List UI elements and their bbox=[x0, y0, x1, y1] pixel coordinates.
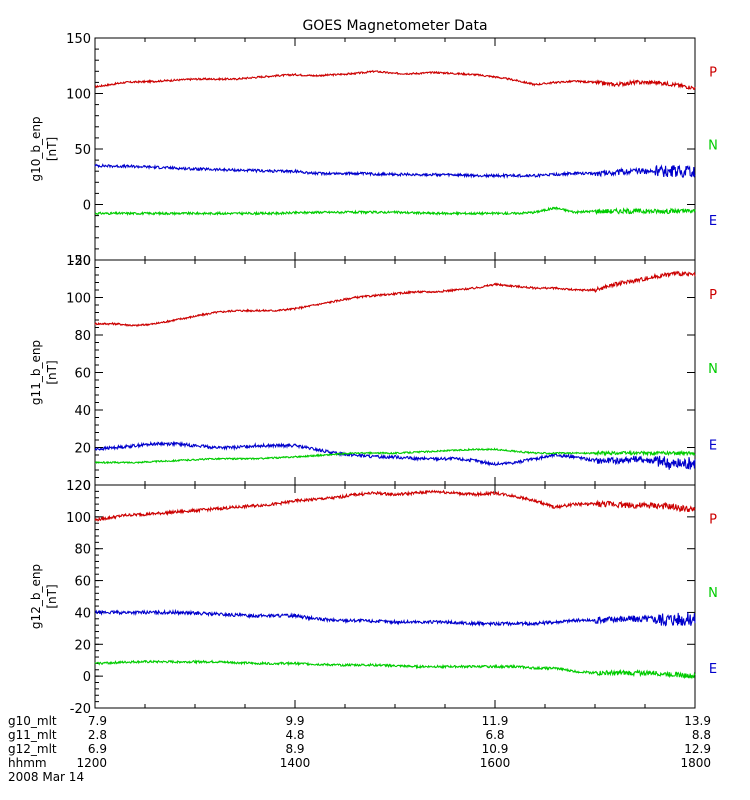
y-tick-label: 120 bbox=[66, 479, 91, 494]
legend-p: P bbox=[709, 65, 717, 80]
footer-row-label: g11_mlt bbox=[8, 728, 57, 742]
y-tick-label: 60 bbox=[74, 575, 91, 590]
footer-value: 6.9 bbox=[88, 742, 107, 756]
footer-value: 1400 bbox=[280, 756, 311, 770]
chart-title: GOES Magnetometer Data bbox=[302, 18, 487, 34]
footer-value: 13.9 bbox=[684, 714, 711, 728]
y-tick-label: 80 bbox=[74, 329, 91, 344]
footer-row-label: hhmm bbox=[8, 756, 47, 770]
legend-n: N bbox=[708, 586, 718, 601]
time-axis-footer: g10_mlt 7.9 9.9 11.9 13.9 g11_mlt 2.8 4.8 6.8 8.8… bbox=[8, 714, 711, 784]
panel-3: -20 0 20 40 60 80 100 120 g12_b_enp [nT] P N E bbox=[29, 479, 718, 717]
footer-value: 4.8 bbox=[285, 728, 304, 742]
y-tick-label: 40 bbox=[74, 606, 91, 621]
y-tick-label: 80 bbox=[74, 543, 91, 558]
legend-e: E bbox=[709, 439, 717, 454]
footer-value: 9.9 bbox=[285, 714, 304, 728]
footer-date: 2008 Mar 14 bbox=[8, 770, 84, 784]
series-p-line bbox=[94, 270, 696, 328]
y-tick-label: 0 bbox=[83, 199, 91, 214]
footer-value: 1600 bbox=[480, 756, 511, 770]
y-axis-unit: [nT] bbox=[45, 360, 59, 384]
y-axis-label: g12_b_enp bbox=[29, 564, 43, 629]
y-tick-label: -20 bbox=[70, 702, 91, 717]
footer-row-label: g12_mlt bbox=[8, 742, 57, 756]
legend-n: N bbox=[708, 362, 718, 377]
footer-value: 1800 bbox=[680, 756, 711, 770]
series-n-line bbox=[94, 659, 696, 680]
y-axis-label: g11_b_enp bbox=[29, 340, 43, 405]
y-tick-label: 150 bbox=[66, 32, 91, 47]
y-axis-unit: [nT] bbox=[45, 137, 59, 161]
footer-value: 8.9 bbox=[285, 742, 304, 756]
y-tick-label: 0 bbox=[83, 670, 91, 685]
footer-value: 2.8 bbox=[88, 728, 107, 742]
panel-1: -50 0 50 100 150 g10_b_enp [nT] P N E bbox=[29, 32, 718, 269]
legend-p: P bbox=[709, 512, 717, 527]
footer-value: 11.9 bbox=[482, 714, 509, 728]
legend-n: N bbox=[708, 139, 718, 154]
series-n-line bbox=[94, 447, 696, 465]
y-tick-label: 100 bbox=[66, 88, 91, 103]
y-tick-label: 60 bbox=[74, 367, 91, 382]
series-n-line bbox=[94, 206, 696, 217]
footer-value: 7.9 bbox=[88, 714, 107, 728]
y-tick-label: 120 bbox=[66, 254, 91, 269]
series-p-line bbox=[94, 69, 696, 91]
y-tick-label: 0 bbox=[83, 479, 91, 494]
footer-value: 6.8 bbox=[485, 728, 504, 742]
series-p-line bbox=[94, 489, 696, 522]
y-tick-label: 100 bbox=[66, 292, 91, 307]
legend-e: E bbox=[709, 662, 717, 677]
y-tick-label: 20 bbox=[74, 638, 91, 653]
y-tick-label: 100 bbox=[66, 511, 91, 526]
y-tick-label: -50 bbox=[70, 254, 91, 269]
footer-value: 8.8 bbox=[692, 728, 711, 742]
legend-e: E bbox=[709, 214, 717, 229]
y-tick-label: 40 bbox=[74, 404, 91, 419]
series-e-line bbox=[94, 608, 696, 628]
series-e-line bbox=[94, 163, 696, 180]
y-tick-label: 50 bbox=[74, 143, 91, 158]
y-axis-label: g10_b_enp bbox=[29, 116, 43, 181]
y-tick-label: 20 bbox=[74, 442, 91, 457]
y-axis-unit: [nT] bbox=[45, 584, 59, 608]
panel-2: 0 20 40 60 80 100 120 g11_b_enp [nT] P N E bbox=[29, 254, 718, 494]
panel-frame bbox=[94, 37, 696, 261]
footer-row-label: g10_mlt bbox=[8, 714, 57, 728]
series-e-line bbox=[94, 440, 696, 470]
footer-value: 10.9 bbox=[482, 742, 509, 756]
legend-p: P bbox=[709, 288, 717, 303]
footer-value: 12.9 bbox=[684, 742, 711, 756]
footer-value: 1200 bbox=[76, 756, 107, 770]
